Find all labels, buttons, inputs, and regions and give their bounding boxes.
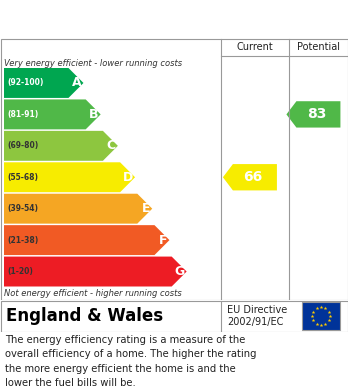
Text: (92-100): (92-100) — [7, 79, 44, 88]
Text: C: C — [107, 139, 116, 152]
Text: Potential: Potential — [297, 42, 340, 52]
Text: (69-80): (69-80) — [7, 141, 38, 150]
Text: (1-20): (1-20) — [7, 267, 33, 276]
Text: F: F — [159, 233, 167, 247]
Polygon shape — [4, 225, 169, 255]
Text: Current: Current — [237, 42, 273, 52]
Text: The energy efficiency rating is a measure of the
overall efficiency of a home. T: The energy efficiency rating is a measur… — [5, 335, 256, 388]
Text: G: G — [174, 265, 185, 278]
Text: England & Wales: England & Wales — [6, 307, 163, 325]
Text: (55-68): (55-68) — [7, 173, 38, 182]
Text: D: D — [123, 171, 133, 184]
Polygon shape — [4, 68, 84, 98]
Polygon shape — [4, 256, 187, 287]
Text: EU Directive: EU Directive — [227, 305, 287, 315]
Text: 83: 83 — [307, 108, 326, 121]
Bar — [302, 302, 340, 330]
Polygon shape — [4, 194, 152, 224]
Text: (21-38): (21-38) — [7, 236, 38, 245]
Text: 66: 66 — [243, 170, 262, 184]
Text: (81-91): (81-91) — [7, 110, 38, 119]
Polygon shape — [223, 164, 277, 190]
Text: B: B — [89, 108, 98, 121]
Polygon shape — [4, 99, 101, 129]
Text: Very energy efficient - lower running costs: Very energy efficient - lower running co… — [4, 59, 182, 68]
Polygon shape — [4, 162, 135, 192]
Polygon shape — [4, 131, 118, 161]
Text: A: A — [72, 77, 81, 90]
Text: Not energy efficient - higher running costs: Not energy efficient - higher running co… — [4, 289, 182, 298]
Text: (39-54): (39-54) — [7, 204, 38, 213]
Polygon shape — [286, 101, 340, 127]
Text: Energy Efficiency Rating: Energy Efficiency Rating — [9, 11, 230, 27]
Text: E: E — [142, 202, 150, 215]
Text: 2002/91/EC: 2002/91/EC — [227, 317, 283, 327]
